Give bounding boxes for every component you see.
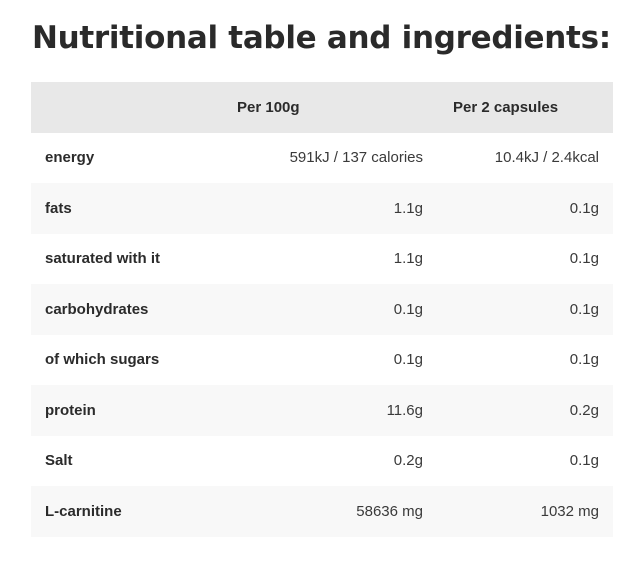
value-per-2-capsules: 0.1g <box>569 250 599 268</box>
header-per-2-capsules: Per 2 capsules <box>453 98 559 116</box>
nutrition-table: Per 100g Per 2 capsules energy 591kJ / 1… <box>31 82 613 537</box>
table-header-row: Per 100g Per 2 capsules <box>31 82 613 133</box>
value-per-2-capsules: 0.1g <box>569 452 599 470</box>
value-per-2-capsules: 0.1g <box>569 351 599 369</box>
nutrient-name: energy <box>45 149 95 167</box>
nutrient-name: protein <box>45 401 96 419</box>
table-row: energy 591kJ / 137 calories 10.4kJ / 2.4… <box>31 132 613 183</box>
value-per-2-capsules: 10.4kJ / 2.4kcal <box>494 149 599 167</box>
table-row: Salt 0.2g 0.1g <box>31 435 613 486</box>
value-per-100g: 58636 mg <box>356 502 423 520</box>
table-row: L-carnitine 58636 mg 1032 mg <box>31 486 613 537</box>
nutrient-name: fats <box>45 199 72 217</box>
table-row: protein 11.6g 0.2g <box>31 385 613 436</box>
value-per-2-capsules: 1032 mg <box>540 502 599 520</box>
table-row: saturated with it 1.1g 0.1g <box>31 233 613 284</box>
value-per-100g: 591kJ / 137 calories <box>289 149 423 167</box>
table-row: of which sugars 0.1g 0.1g <box>31 334 613 385</box>
value-per-100g: 1.1g <box>393 199 423 217</box>
nutrient-name: Salt <box>45 452 73 470</box>
value-per-100g: 0.2g <box>393 452 423 470</box>
header-per-100g: Per 100g <box>237 98 300 116</box>
table-row: fats 1.1g 0.1g <box>31 183 613 234</box>
value-per-2-capsules: 0.2g <box>569 401 599 419</box>
nutrient-name: carbohydrates <box>45 300 149 318</box>
nutrient-name: L-carnitine <box>45 502 122 520</box>
value-per-100g: 11.6g <box>386 401 423 419</box>
page-title: Nutritional table and ingredients: <box>32 20 611 56</box>
table-row: carbohydrates 0.1g 0.1g <box>31 284 613 335</box>
value-per-2-capsules: 0.1g <box>569 300 599 318</box>
nutrient-name: of which sugars <box>45 351 160 369</box>
value-per-100g: 1.1g <box>393 250 423 268</box>
value-per-100g: 0.1g <box>393 300 423 318</box>
value-per-2-capsules: 0.1g <box>569 199 599 217</box>
nutrient-name: saturated with it <box>45 250 161 268</box>
value-per-100g: 0.1g <box>393 351 423 369</box>
